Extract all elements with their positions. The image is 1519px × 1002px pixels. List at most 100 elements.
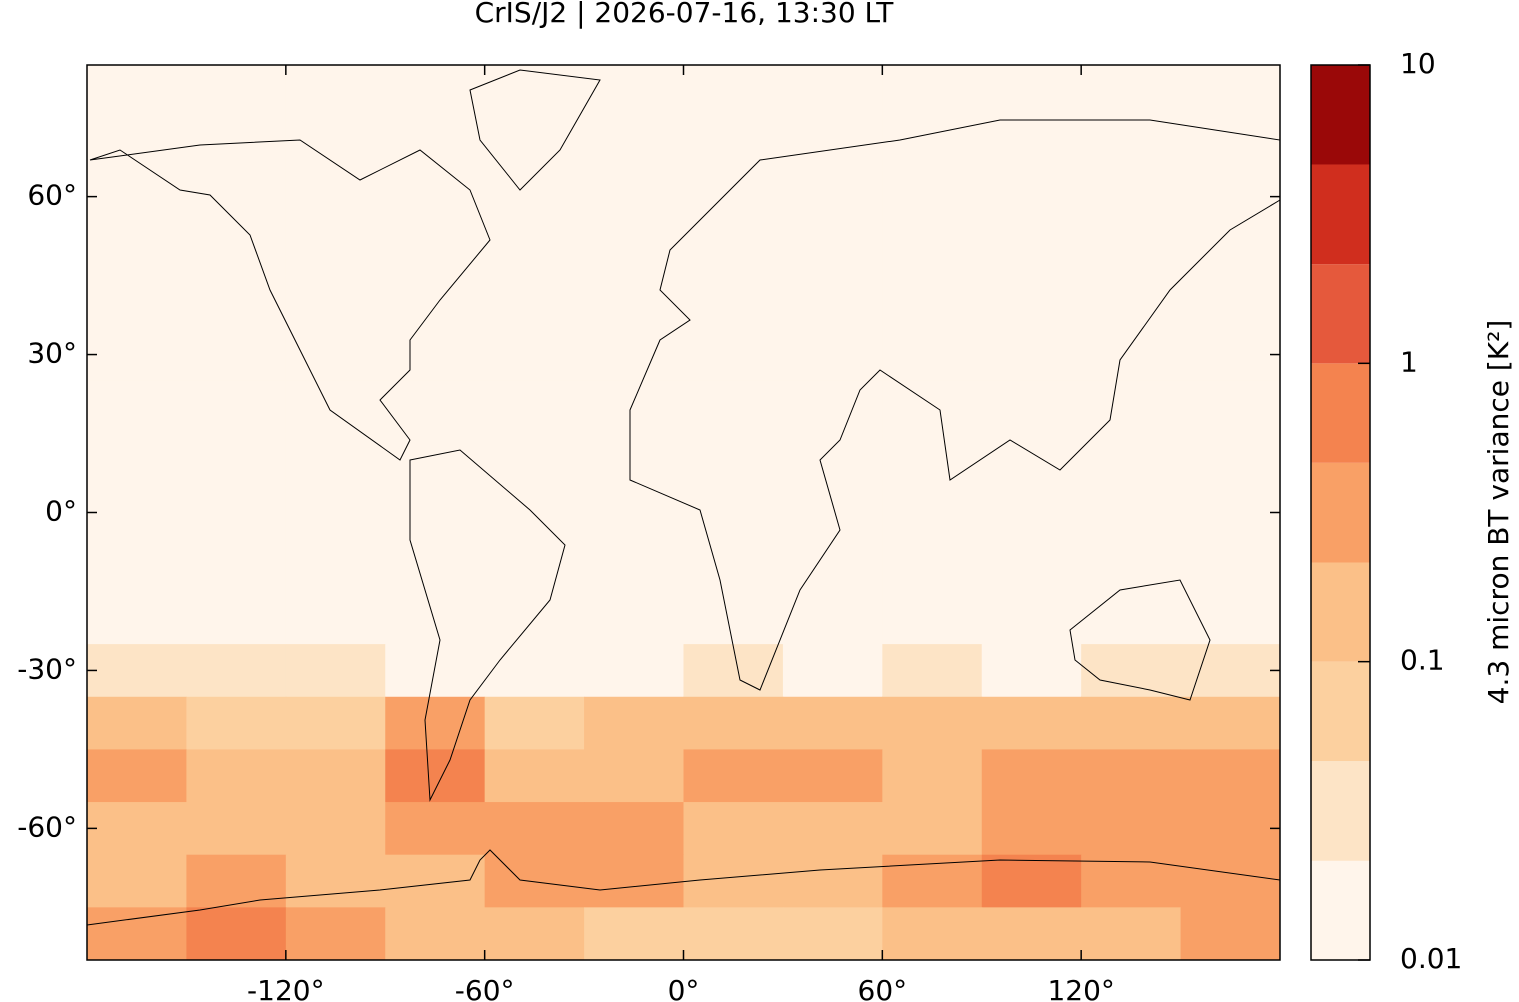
variance-cell (981, 433, 1082, 487)
coastline (629, 119, 1281, 691)
variance-cell (683, 749, 784, 803)
variance-cell (882, 854, 983, 908)
chart-title: CrIS/J2 | 2026-07-16, 13:30 LT (475, 0, 895, 29)
variance-cell (1081, 696, 1182, 750)
variance-cell (981, 117, 1082, 171)
variance-cell (385, 275, 486, 329)
variance-cell (285, 328, 386, 382)
variance-cell (882, 591, 983, 645)
y-tick-label: 30° (27, 337, 77, 370)
variance-cell (385, 802, 486, 856)
variance-cell (385, 222, 486, 277)
variance-cell (186, 696, 287, 750)
variance-cell (981, 65, 1082, 119)
variance-cell (782, 433, 883, 487)
coastline (89, 139, 491, 461)
variance-cell (981, 591, 1082, 645)
variance-cell (1180, 65, 1281, 119)
variance-cell (981, 854, 1082, 908)
x-tick-label: -60° (455, 974, 515, 1002)
variance-cell (584, 696, 684, 750)
coastline (469, 69, 601, 191)
variance-cell (285, 591, 386, 645)
variance-cell (584, 275, 684, 329)
variance-cell (981, 802, 1082, 856)
y-tick-label: 0° (45, 495, 77, 528)
variance-cell (87, 749, 187, 803)
variance-cell (87, 486, 187, 540)
variance-cell (882, 117, 983, 171)
variance-cell (1081, 170, 1182, 224)
variance-cell (782, 591, 883, 645)
variance-cell (584, 854, 684, 908)
variance-cell (683, 170, 784, 224)
x-tick-label: 60° (858, 974, 908, 1002)
variance-cell (782, 117, 883, 171)
variance-cell (584, 222, 684, 277)
variance-cell (1081, 644, 1182, 698)
variance-cell (1180, 170, 1281, 224)
variance-cell (285, 802, 386, 856)
variance-cell (584, 591, 684, 645)
variance-cell (186, 854, 287, 908)
variance-cell (584, 907, 684, 961)
colorbar-tick-label: 0.1 (1400, 644, 1445, 677)
variance-cell (882, 380, 983, 435)
variance-cell (87, 802, 187, 856)
variance-cell (186, 486, 287, 540)
variance-cell (1180, 328, 1281, 382)
variance-cell (1081, 486, 1182, 540)
variance-cell (186, 275, 287, 329)
coastline (1069, 579, 1211, 701)
variance-cell (385, 117, 486, 171)
variance-cell (782, 380, 883, 435)
variance-cell (484, 433, 585, 487)
variance-cell (782, 65, 883, 119)
variance-cell (584, 170, 684, 224)
x-tick-label: 0° (668, 974, 700, 1002)
variance-cell (484, 380, 585, 435)
variance-cell (683, 380, 784, 435)
x-tick-label: -120° (247, 974, 325, 1002)
variance-cell (683, 907, 784, 961)
variance-cell (1180, 433, 1281, 487)
variance-cell (1081, 380, 1182, 435)
variance-cell (484, 328, 585, 382)
colorbar-frame (1310, 64, 1371, 961)
coastline (409, 449, 566, 802)
coastline (86, 849, 1281, 926)
variance-cell (882, 275, 983, 329)
variance-cell (385, 328, 486, 382)
variance-cell (1180, 117, 1281, 171)
variance-cell (981, 749, 1082, 803)
variance-cell (981, 644, 1082, 698)
axes: -120° -60° 0° 60° 120° 60° 30° 0° -30° -60° 0.01 0.… (17, 47, 1462, 1002)
variance-cell (385, 644, 486, 698)
variance-cell (882, 328, 983, 382)
variance-cell (186, 907, 287, 961)
variance-cell (385, 65, 486, 119)
variance-cell (484, 854, 585, 908)
variance-cell (87, 538, 187, 592)
variance-cell (882, 486, 983, 540)
variance-cell (87, 591, 187, 645)
variance-cell (981, 170, 1082, 224)
variance-cell (87, 170, 187, 224)
variance-cell (584, 486, 684, 540)
variance-cell (584, 802, 684, 856)
variance-cell (87, 380, 187, 435)
variance-cell (1081, 802, 1182, 856)
variance-cell (683, 854, 784, 908)
variance-cell (981, 486, 1082, 540)
variance-cell (782, 644, 883, 698)
variance-cell (285, 486, 386, 540)
variance-cell (584, 538, 684, 592)
variance-cell (683, 538, 784, 592)
variance-cell (584, 380, 684, 435)
variance-cell (1180, 802, 1281, 856)
variance-cell (683, 65, 784, 119)
variance-cell (683, 486, 784, 540)
variance-cell (981, 538, 1082, 592)
variance-cell (285, 65, 386, 119)
